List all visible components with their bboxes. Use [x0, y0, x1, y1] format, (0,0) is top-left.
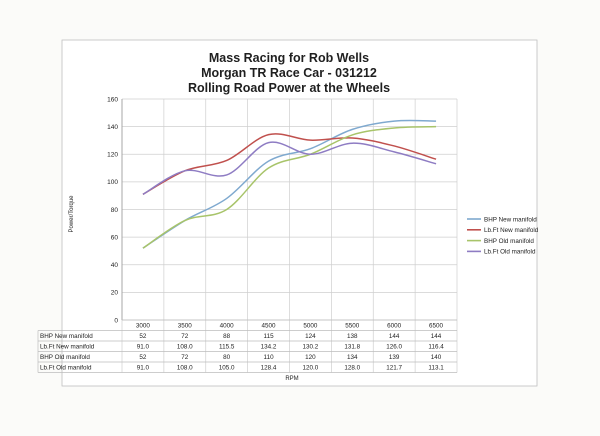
x-tick-label: 3500 — [178, 323, 193, 330]
y-tick-label: 100 — [107, 179, 118, 186]
table-cell: 91.0 — [137, 365, 150, 372]
x-tick-label: 5500 — [345, 323, 360, 330]
x-tick-label: 6500 — [429, 323, 444, 330]
y-tick-label: 60 — [111, 234, 119, 241]
table-cell: 131.8 — [344, 344, 360, 351]
table-cell: 115.5 — [219, 344, 235, 351]
table-cell: 140 — [431, 354, 442, 361]
table-cell: 120.0 — [303, 365, 319, 372]
y-axis-ticks: 0 20 40 60 80 100 120 140 160 — [107, 96, 118, 324]
table-row-label: Lb.Ft New manifold — [40, 344, 95, 351]
y-axis-title: Power/Torque — [69, 195, 75, 233]
chart-frame — [61, 39, 538, 387]
table-cell: 105.0 — [219, 365, 235, 372]
series-line-2 — [142, 133, 437, 195]
table-cell: 124 — [305, 333, 316, 340]
table-cell: 108.0 — [177, 365, 193, 372]
table-cell: 91.0 — [137, 344, 150, 351]
y-tick-label: 40 — [111, 262, 119, 269]
x-tick-label: 4500 — [262, 323, 277, 330]
table-cell: 139 — [389, 354, 400, 361]
table-cell: 144 — [431, 333, 442, 340]
legend-entry: Lb.Ft New manifold — [484, 227, 539, 234]
table-cell: 72 — [181, 333, 189, 340]
y-tick-label: 160 — [107, 96, 118, 103]
y-tick-label: 0 — [114, 317, 118, 324]
x-tick-label: 4000 — [220, 323, 235, 330]
series-line-4 — [142, 141, 437, 195]
legend-entry: Lb.Ft Old manifold — [484, 249, 536, 256]
table-cell: 128.4 — [261, 365, 277, 372]
data-table: 3000 3500 4000 4500 5000 5500 6000 6500 BHP New … — [37, 319, 457, 373]
legend-entry: BHP Old manifold — [484, 238, 534, 245]
y-tick-label: 20 — [111, 290, 119, 297]
table-cell: 80 — [223, 354, 231, 361]
table-cell: 88 — [223, 333, 231, 340]
table-cell: 144 — [389, 333, 400, 340]
table-cell: 130.2 — [303, 344, 319, 351]
table-cell: 108.0 — [177, 344, 193, 351]
table-row-label: BHP New manifold — [40, 333, 93, 340]
table-cell: 134.2 — [261, 344, 277, 351]
table-cell: 72 — [181, 354, 189, 361]
table-cell: 128.0 — [344, 365, 360, 372]
table-cell: 52 — [139, 333, 147, 340]
table-cell: 113.1 — [428, 365, 444, 372]
table-cell: 115 — [264, 333, 275, 340]
table-cell: 120 — [305, 354, 316, 361]
x-axis-title: RPM — [285, 376, 298, 382]
chart-title-line-3: Rolling Road Power at the Wheels — [188, 81, 390, 95]
legend: BHP New manifold Lb.Ft New manifold BHP Ol… — [467, 216, 539, 256]
table-cell: 116.4 — [428, 344, 444, 351]
y-tick-label: 80 — [111, 207, 119, 214]
x-tick-label: 5000 — [303, 323, 318, 330]
table-row-label: Lb.Ft Old manifold — [40, 365, 92, 372]
legend-entry: BHP New manifold — [484, 216, 537, 223]
x-tick-label: 3000 — [136, 323, 151, 330]
table-cell: 110 — [264, 354, 275, 361]
y-tick-label: 140 — [107, 124, 118, 131]
x-tick-label: 6000 — [387, 323, 402, 330]
table-cell: 126.0 — [386, 344, 402, 351]
chart-title-line-2: Morgan TR Race Car - 031212 — [201, 66, 377, 80]
table-cell: 52 — [139, 354, 147, 361]
series-lines — [142, 119, 437, 249]
table-cell: 134 — [347, 354, 358, 361]
y-tick-label: 120 — [107, 152, 118, 159]
table-cell: 138 — [347, 333, 358, 340]
table-row-label: BHP Old manifold — [40, 354, 90, 361]
series-line-3 — [142, 125, 437, 249]
chart-title-line-1: Mass Racing for Rob Wells — [209, 51, 369, 65]
table-cell: 121.7 — [386, 365, 402, 372]
